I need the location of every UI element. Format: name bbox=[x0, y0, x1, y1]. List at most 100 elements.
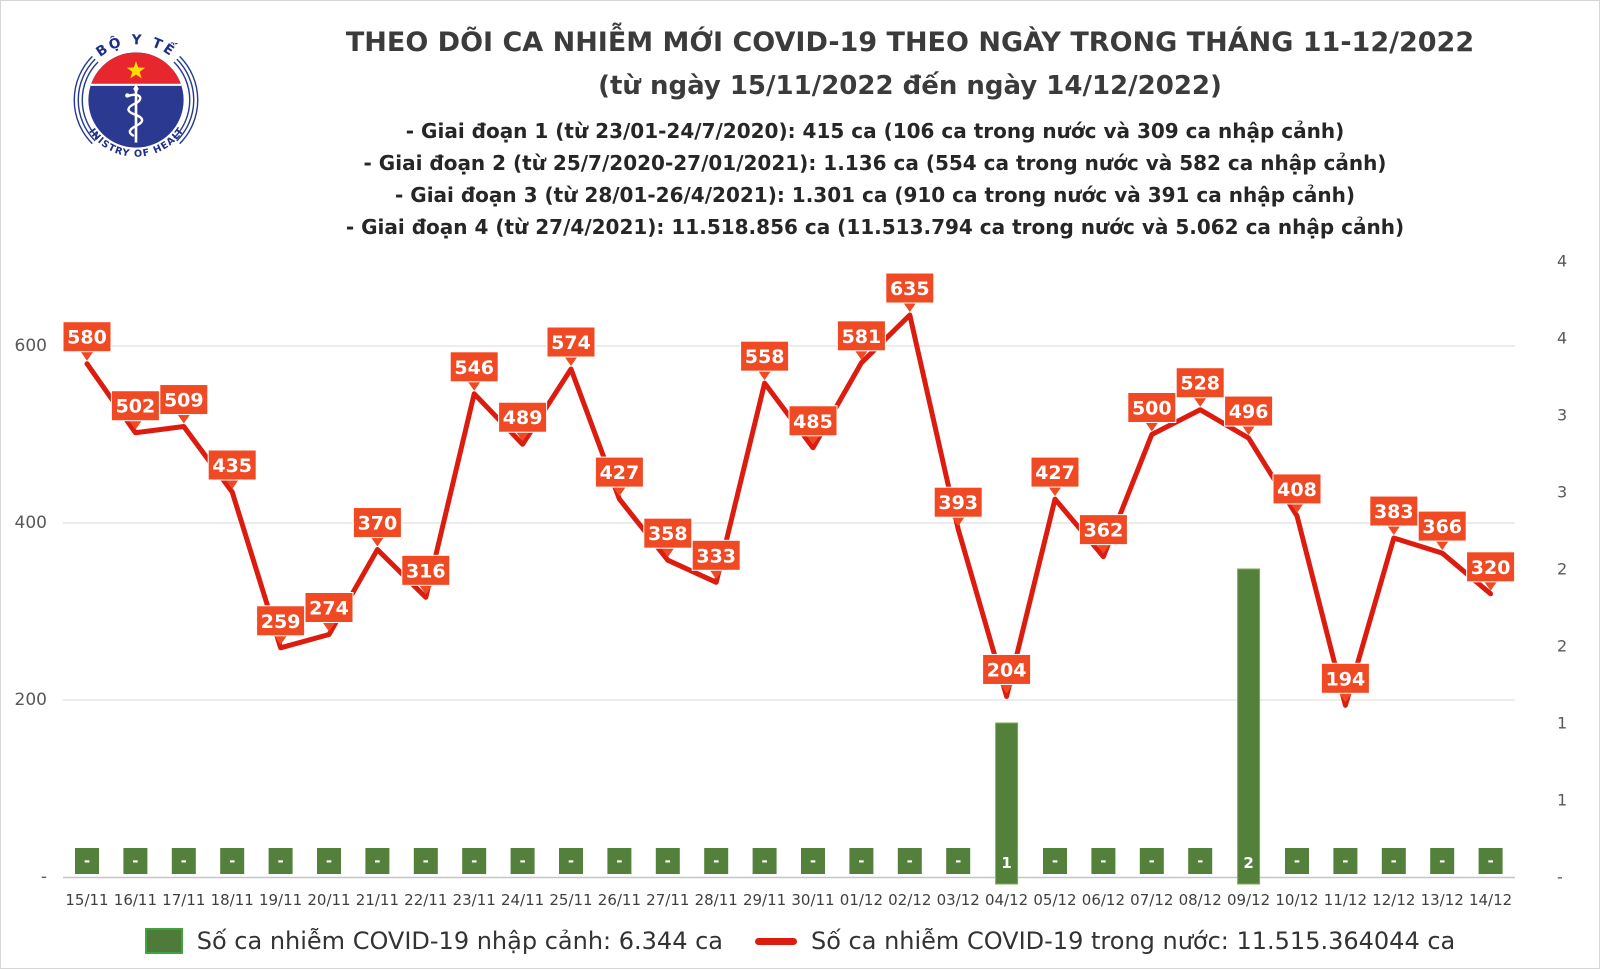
data-label-box bbox=[933, 486, 983, 518]
bar-zero-marker bbox=[75, 848, 99, 874]
phase-3-line: - Giai đoạn 3 (từ 28/01-26/4/2021): 1.30… bbox=[395, 183, 1355, 207]
data-label-pointer bbox=[1241, 425, 1256, 436]
data-label-pointer bbox=[660, 547, 675, 558]
x-axis-date-label: 21/11 bbox=[356, 891, 399, 909]
right-axis-tick-label: 3 bbox=[1557, 483, 1567, 502]
data-label-box bbox=[352, 507, 402, 539]
data-label-value: 408 bbox=[1277, 479, 1317, 501]
x-axis-date-label: 26/11 bbox=[598, 891, 641, 909]
bar-zero-marker bbox=[559, 848, 583, 874]
data-label-box bbox=[546, 326, 596, 358]
data-label-box bbox=[691, 539, 741, 571]
legend-line-swatch bbox=[755, 937, 797, 945]
right-axis-tick-label: 1 bbox=[1557, 791, 1567, 810]
data-label-pointer bbox=[1338, 692, 1353, 703]
data-label-box bbox=[159, 384, 209, 416]
data-label-pointer bbox=[757, 370, 772, 381]
data-label-pointer bbox=[1483, 580, 1498, 591]
bar-value-label: - bbox=[1487, 852, 1493, 870]
left-axis-tick-label: 400 bbox=[15, 513, 47, 533]
bar bbox=[995, 722, 1019, 885]
bar-zero-marker bbox=[1333, 848, 1358, 874]
data-label-value: 333 bbox=[696, 545, 736, 567]
bar-value-label: - bbox=[519, 852, 525, 870]
data-label-value: 316 bbox=[406, 560, 446, 582]
data-label-box bbox=[1030, 456, 1080, 488]
data-label-box bbox=[498, 401, 548, 433]
bar-value-label: - bbox=[1342, 852, 1348, 870]
bar-zero-marker bbox=[704, 848, 729, 874]
data-label-value: 204 bbox=[987, 659, 1027, 681]
data-label-pointer bbox=[515, 431, 530, 442]
bar-zero-marker bbox=[365, 848, 390, 874]
x-axis-date-label: 18/11 bbox=[211, 891, 254, 909]
x-axis-date-label: 28/11 bbox=[695, 891, 738, 909]
x-axis-date-label: 06/12 bbox=[1082, 891, 1125, 909]
bar-value-label: - bbox=[326, 852, 332, 870]
data-label-pointer bbox=[806, 434, 820, 445]
bar-value-label: - bbox=[713, 852, 719, 870]
bar-value-label: - bbox=[858, 852, 864, 870]
right-axis-tick-label: 4 bbox=[1557, 252, 1567, 271]
data-label-value: 435 bbox=[212, 455, 252, 477]
data-label-pointer bbox=[1435, 540, 1450, 551]
bar-zero-marker bbox=[1381, 848, 1406, 874]
bar-zero-marker bbox=[1188, 848, 1213, 874]
data-label-box bbox=[1224, 395, 1274, 427]
data-label-value: 194 bbox=[1326, 668, 1366, 690]
data-label-pointer bbox=[1096, 543, 1111, 554]
data-label-pointer bbox=[564, 356, 578, 367]
data-label-pointer bbox=[370, 536, 385, 547]
x-axis-date-label: 22/11 bbox=[404, 891, 447, 909]
data-label-box bbox=[1466, 551, 1516, 583]
ministry-of-health-logo: BỘ Y TẾ MINISTRY OF HEALTH bbox=[63, 23, 199, 160]
x-axis-date-label: 02/12 bbox=[888, 891, 931, 909]
bar-zero-marker bbox=[462, 848, 487, 874]
data-label-value: 370 bbox=[358, 513, 398, 535]
data-label-value: 485 bbox=[793, 411, 833, 433]
data-label-box bbox=[885, 272, 935, 304]
data-label-pointer bbox=[1048, 486, 1062, 497]
data-label-pointer bbox=[854, 349, 869, 360]
x-axis-date-label: 11/12 bbox=[1324, 891, 1367, 909]
phase-2-line: - Giai đoạn 2 (từ 25/7/2020-27/01/2021):… bbox=[363, 151, 1387, 175]
bar-value-label: - bbox=[1439, 852, 1445, 870]
bar-zero-marker bbox=[510, 848, 535, 874]
data-label-pointer bbox=[467, 380, 482, 391]
data-label-pointer bbox=[1290, 502, 1304, 513]
x-axis-date-label: 23/11 bbox=[453, 891, 496, 909]
data-label-value: 489 bbox=[503, 407, 543, 429]
bar-value-label: - bbox=[568, 852, 574, 870]
bar-value-label: - bbox=[1391, 852, 1397, 870]
data-label-pointer bbox=[322, 621, 336, 632]
x-axis-date-label: 05/12 bbox=[1033, 891, 1076, 909]
page-title: THEO DÕI CA NHIỄM MỚI COVID-19 THEO NGÀY… bbox=[345, 27, 1475, 58]
page-subtitle: (từ ngày 15/11/2022 đến ngày 14/12/2022) bbox=[598, 71, 1222, 101]
data-label-value: 581 bbox=[842, 326, 882, 348]
bar-zero-marker bbox=[1430, 848, 1455, 874]
x-axis-date-label: 03/12 bbox=[937, 891, 980, 909]
data-label-box bbox=[1078, 514, 1128, 546]
bar-zero-marker bbox=[268, 848, 293, 874]
data-label-pointer bbox=[1144, 421, 1159, 432]
data-label-box bbox=[740, 340, 790, 372]
right-axis-tick-label: 2 bbox=[1557, 560, 1567, 579]
data-label-value: 383 bbox=[1374, 501, 1414, 523]
bar-value-label: - bbox=[471, 852, 477, 870]
phase-1-line: - Giai đoạn 1 (từ 23/01-24/7/2020): 415 … bbox=[405, 119, 1345, 143]
data-label-value: 635 bbox=[890, 278, 930, 300]
bar-value-label: - bbox=[277, 852, 283, 870]
bar-value-label: - bbox=[616, 852, 622, 870]
data-label-value: 362 bbox=[1084, 520, 1124, 542]
bar-value-label: - bbox=[665, 852, 671, 870]
right-axis-tick-label: 2 bbox=[1557, 637, 1567, 656]
right-axis-tick-label: 4 bbox=[1557, 329, 1567, 348]
bar-value-label: - bbox=[1100, 852, 1106, 870]
x-axis-date-label: 25/11 bbox=[549, 891, 592, 909]
data-label-pointer bbox=[80, 350, 94, 361]
data-label-box bbox=[1369, 495, 1419, 527]
x-axis-date-label: 13/12 bbox=[1421, 891, 1464, 909]
data-label-box bbox=[1272, 473, 1322, 505]
data-label-pointer bbox=[951, 516, 966, 527]
